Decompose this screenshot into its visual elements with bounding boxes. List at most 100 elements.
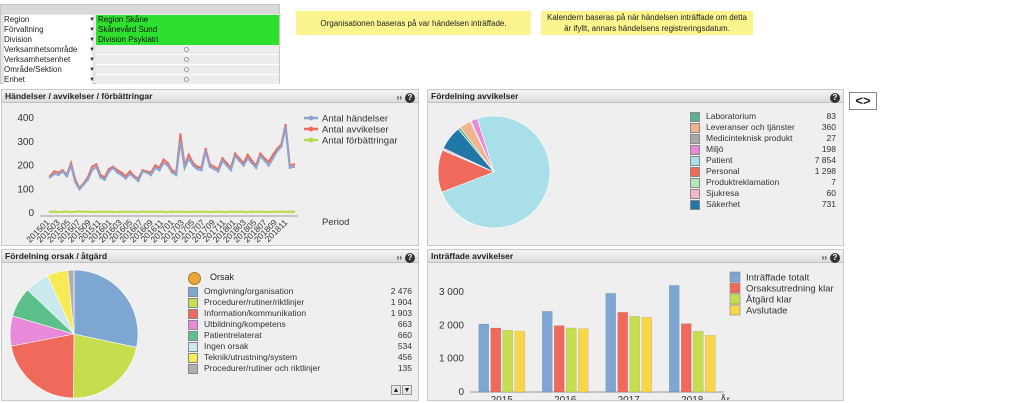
filter-row[interactable]: Enhet ▼ (1, 75, 279, 85)
data-point (124, 210, 127, 214)
dropdown-arrow-icon[interactable]: ▼ (89, 47, 95, 53)
legend-value: 7 854 (814, 155, 836, 165)
data-point (212, 167, 216, 171)
filter-row[interactable]: Förvaltning ▼ Skånevård Sund (1, 25, 279, 35)
bar (578, 328, 589, 393)
legend-label: Antal förbättringar (322, 136, 398, 147)
legend-item[interactable]: Produktreklamation 7 (690, 177, 840, 188)
radio-icon[interactable] (184, 67, 189, 72)
scroll-down-icon[interactable]: ▼ (402, 385, 412, 395)
filter-value[interactable]: Region Skåne (96, 15, 279, 25)
radio-icon[interactable] (184, 47, 189, 52)
dropdown-arrow-icon[interactable]: ▼ (89, 37, 95, 43)
legend-item[interactable]: Leveranser och tjänster 360 (690, 122, 840, 133)
expand-icon[interactable]: ›› (821, 253, 827, 262)
filter-row[interactable]: Region ▼ Region Skåne (1, 15, 279, 25)
filter-value[interactable]: Skånevård Sund (96, 25, 279, 35)
swap-button[interactable]: <> (849, 92, 877, 110)
legend-item[interactable]: Patientrelaterat 660 (188, 330, 414, 341)
scroll-up-icon[interactable]: ▲ (391, 385, 401, 395)
data-point (179, 210, 182, 213)
occurred-panel-title: Inträffade avvikelser (431, 251, 514, 261)
filter-row[interactable]: Verksamhetsenhet ▼ (1, 55, 279, 65)
bar (514, 330, 525, 393)
legend-value: 1 903 (390, 308, 412, 318)
x-axis-label: År (720, 393, 731, 400)
help-icon[interactable]: ? (405, 253, 415, 263)
data-point (280, 145, 283, 148)
legend-label: Sjukresa (706, 188, 740, 198)
legend-label: Teknik/utrustning/system (204, 352, 298, 362)
help-icon[interactable]: ? (830, 253, 840, 263)
filter-value[interactable]: Division Psykiatri (96, 35, 279, 45)
expand-icon[interactable]: ›› (396, 253, 402, 262)
pie-slice (441, 115, 551, 229)
legend-item[interactable]: Personal 1 298 (690, 166, 840, 177)
data-point (82, 183, 85, 186)
help-icon[interactable]: ? (405, 93, 415, 103)
data-point (141, 210, 144, 213)
occurred-bar-chart: 0 1 000 2 000 3 000 2015 2016 2017 2018 År Inträf… (439, 271, 834, 400)
legend-item[interactable]: Säkerhet 731 (690, 199, 840, 210)
bar (542, 311, 553, 393)
data-point (95, 165, 98, 168)
dropdown-arrow-icon[interactable]: ▼ (89, 57, 95, 63)
data-point (275, 150, 279, 153)
legend-item[interactable]: Information/kommunikation 1 903 (188, 308, 414, 319)
data-point (246, 210, 249, 214)
filter-value[interactable] (96, 55, 279, 65)
legend-item[interactable]: Ingen orsak 534 (188, 341, 414, 352)
legend-marker-icon (308, 115, 314, 121)
data-point (259, 210, 262, 213)
filter-row[interactable]: Verksamhetsområde ▼ (1, 45, 279, 55)
data-point (166, 210, 169, 214)
filter-value[interactable] (96, 45, 279, 55)
radio-icon[interactable] (184, 57, 189, 62)
dropdown-arrow-icon[interactable]: ▼ (89, 67, 95, 73)
legend-label: Ingen orsak (204, 341, 249, 351)
legend-swatch (188, 353, 198, 363)
data-point (69, 210, 73, 214)
bar (681, 323, 692, 393)
legend-item[interactable]: Teknik/utrustning/system 456 (188, 352, 414, 363)
data-point (292, 163, 296, 166)
data-point (162, 161, 165, 165)
legend-item[interactable]: Utbildning/kompetens 663 (188, 319, 414, 330)
dropdown-arrow-icon[interactable]: ▼ (89, 77, 95, 83)
data-point (158, 210, 161, 213)
dropdown-arrow-icon[interactable]: ▼ (89, 17, 95, 23)
data-point (250, 161, 254, 165)
legend-item[interactable]: Procedurer/rutiner och riktlinjer 135 (188, 363, 414, 374)
help-icon[interactable]: ? (830, 93, 840, 103)
legend-item[interactable]: Patient 7 854 (690, 155, 840, 166)
dropdown-arrow-icon[interactable]: ▼ (89, 27, 95, 33)
legend-item[interactable]: Laboratorium 83 (690, 111, 840, 122)
legend-item[interactable]: Medicinteknisk produkt 27 (690, 133, 840, 144)
legend-item[interactable]: Miljö 198 (690, 144, 840, 155)
data-point (103, 178, 106, 181)
data-point (48, 210, 52, 214)
filter-row[interactable]: Område/Sektion ▼ (1, 65, 279, 75)
data-point (204, 147, 207, 151)
data-point (204, 150, 207, 153)
legend-item[interactable]: Sjukresa 60 (690, 188, 840, 199)
cycle-icon[interactable] (188, 272, 201, 285)
legend-label: Personal (706, 166, 740, 176)
y-tick-label: 200 (17, 161, 34, 172)
filter-label: Region (4, 15, 92, 25)
filter-panel: Region ▼ Region Skåne Förvaltning ▼ Skånevård… (0, 4, 280, 85)
filter-value[interactable] (96, 75, 279, 85)
radio-icon[interactable] (184, 77, 189, 82)
data-point (212, 210, 216, 214)
filter-row[interactable]: Division ▼ Division Psykiatri (1, 35, 279, 45)
legend-label: Patientrelaterat (204, 330, 262, 340)
legend-swatch (729, 304, 741, 316)
data-point (242, 210, 245, 214)
expand-icon[interactable]: ›› (396, 93, 402, 102)
data-point (187, 157, 191, 160)
data-point (196, 167, 199, 171)
filter-value[interactable] (96, 65, 279, 75)
legend-item[interactable]: Procedurer/rutiner/riktlinjer 1 904 (188, 297, 414, 308)
legend-label: Leveranser och tjänster (706, 122, 795, 132)
legend-item[interactable]: Omgivning/organisation 2 476 (188, 286, 414, 297)
